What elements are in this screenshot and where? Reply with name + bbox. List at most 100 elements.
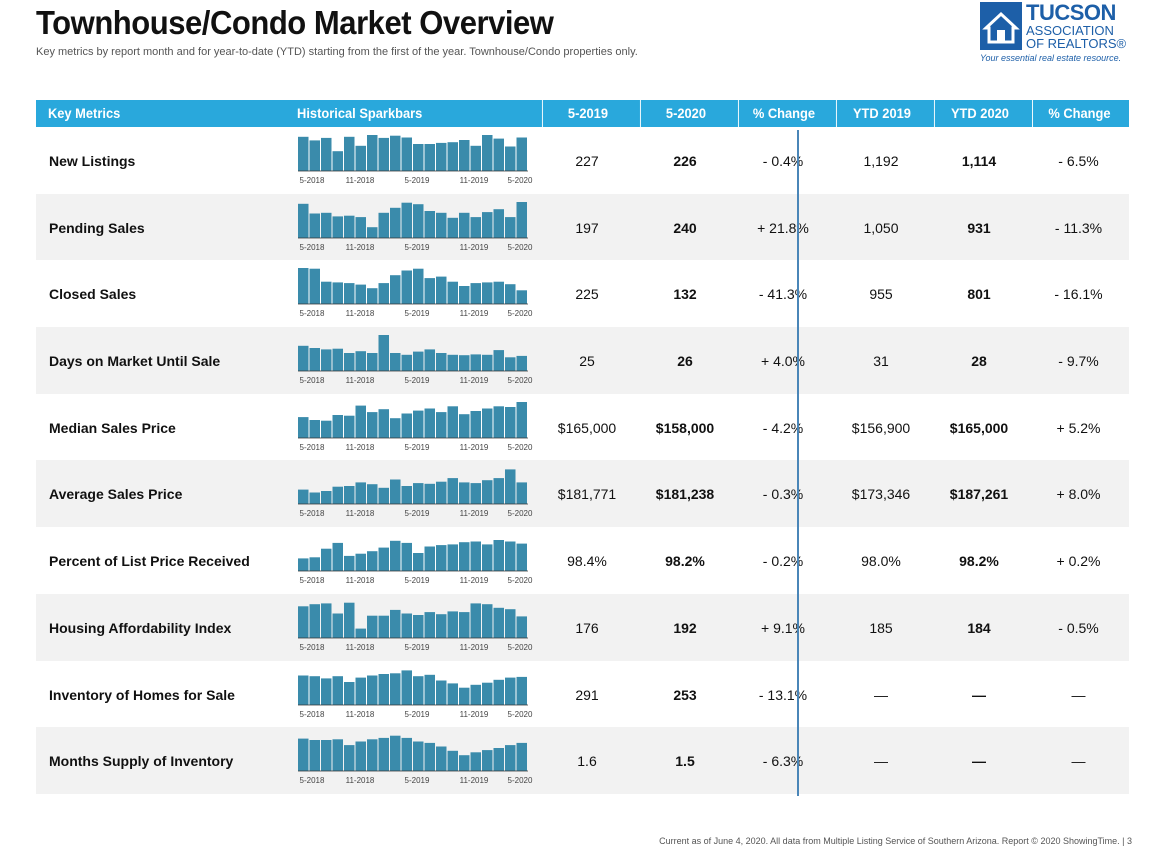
value-ytd-2019: 1,192 bbox=[863, 153, 899, 169]
sparkbar-tick-label: 11-2019 bbox=[460, 643, 489, 652]
sparkbar bbox=[470, 410, 481, 438]
association-logo: TUCSON ASSOCIATION OF REALTORS® Your ess… bbox=[980, 0, 1130, 64]
metric-label: Closed Sales bbox=[49, 286, 137, 303]
sparkbar bbox=[516, 482, 527, 505]
sparkbar bbox=[298, 675, 309, 705]
sparkbar-tick-label: 11-2019 bbox=[460, 576, 489, 585]
sparkbar-tick-label: 11-2018 bbox=[346, 176, 375, 185]
sparkbar bbox=[413, 614, 424, 638]
sparkbar bbox=[459, 542, 470, 572]
sparkbar bbox=[332, 675, 343, 705]
table-row: Months Supply of Inventory 5-2018 11-2018 5… bbox=[36, 727, 1129, 794]
sparkbar bbox=[493, 282, 504, 305]
sparkbar bbox=[447, 682, 458, 705]
value-ytd-2020: $187,261 bbox=[949, 486, 1009, 503]
sparkbar bbox=[332, 216, 343, 238]
sparkbar bbox=[470, 541, 481, 572]
sparkbar bbox=[390, 207, 401, 238]
sparkbar-tick-label: 5-2020 bbox=[508, 176, 533, 185]
metric-label: Median Sales Price bbox=[49, 419, 176, 436]
logo-line-3: OF REALTORS® bbox=[1026, 36, 1127, 51]
value-pct-change: - 6.3% bbox=[762, 753, 804, 770]
sparkbar-tick-label: 5-2020 bbox=[508, 376, 533, 385]
value-pct-change: - 4.2% bbox=[762, 419, 804, 436]
sparkbar bbox=[390, 735, 401, 772]
value-ytd-2020: 184 bbox=[967, 619, 991, 636]
sparkbar bbox=[482, 750, 493, 772]
sparkbar bbox=[516, 401, 527, 438]
sparkbar bbox=[470, 603, 481, 638]
sparkbar bbox=[378, 615, 389, 638]
sparkbar bbox=[505, 284, 516, 305]
sparkbar bbox=[355, 628, 366, 638]
sparkbar bbox=[413, 553, 424, 572]
sparkbar bbox=[505, 469, 516, 505]
table-row: Pending Sales 5-2018 11-2018 5-2019 11-2019 5… bbox=[36, 193, 1129, 261]
sparkbar bbox=[424, 349, 435, 372]
sparkbar-chart: 5-2018 11-2018 5-2019 11-2019 5-2020 bbox=[298, 335, 533, 385]
value-5-2020: $158,000 bbox=[655, 419, 715, 436]
sparkbar bbox=[401, 413, 412, 438]
sparkbar-tick-label: 5-2020 bbox=[508, 309, 533, 318]
page-subtitle: Key metrics by report month and for year… bbox=[36, 46, 638, 58]
sparkbar-chart: 5-2018 11-2018 5-2019 11-2019 5-2020 bbox=[298, 401, 533, 452]
sparkbar bbox=[378, 408, 389, 438]
sparkbar-tick-label: 5-2018 bbox=[300, 176, 325, 185]
sparkbar bbox=[516, 743, 527, 772]
sparkbar bbox=[424, 674, 435, 705]
sparkbar bbox=[436, 411, 447, 438]
sparkbar bbox=[378, 335, 389, 372]
sparkbar bbox=[516, 137, 527, 171]
sparkbar-tick-label: 11-2018 bbox=[346, 710, 375, 719]
sparkbar bbox=[413, 410, 424, 438]
sparkbar-tick-label: 11-2019 bbox=[460, 243, 489, 252]
sparkbar bbox=[424, 408, 435, 438]
sparkbar-tick-label: 5-2019 bbox=[405, 309, 430, 318]
sparkbar bbox=[493, 138, 504, 171]
sparkbar-tick-label: 11-2019 bbox=[460, 710, 489, 719]
sparkbar bbox=[378, 212, 389, 238]
sparkbar-tick-label: 5-2018 bbox=[300, 576, 325, 585]
value-5-2019: 25 bbox=[579, 353, 595, 370]
sparkbar-tick-label: 5-2018 bbox=[300, 710, 325, 719]
sparkbar-chart: 5-2018 11-2018 5-2019 11-2019 5-2020 bbox=[298, 540, 533, 585]
sparkbar bbox=[298, 345, 309, 372]
metric-label: Months Supply of Inventory bbox=[49, 753, 234, 770]
table-row: New Listings 5-2018 11-2018 5-2019 11-2019 5-… bbox=[36, 127, 1129, 194]
sparkbar bbox=[378, 488, 389, 505]
sparkbar bbox=[332, 348, 343, 372]
sparkbar bbox=[447, 750, 458, 772]
sparkbar bbox=[413, 351, 424, 372]
sparkbar bbox=[321, 137, 332, 171]
sparkbar bbox=[459, 286, 470, 305]
sparkbar bbox=[470, 752, 481, 772]
sparkbar-tick-label: 11-2018 bbox=[346, 243, 375, 252]
value-pct-change: - 0.4% bbox=[762, 153, 804, 169]
sparkbar bbox=[390, 540, 401, 572]
col-ytd-pct-change: % Change bbox=[1032, 100, 1126, 127]
sparkbar bbox=[482, 480, 493, 505]
table-row: Closed Sales 5-2018 11-2018 5-2019 11-2019 5-… bbox=[36, 260, 1129, 327]
footer-note: Current as of June 4, 2020. All data fro… bbox=[659, 836, 1132, 846]
sparkbar-chart: 5-2018 11-2018 5-2019 11-2019 5-2020 bbox=[298, 469, 533, 518]
sparkbar bbox=[355, 482, 366, 505]
sparkbar bbox=[436, 746, 447, 772]
col-5-2019: 5-2019 bbox=[541, 100, 633, 127]
sparkbar bbox=[482, 408, 493, 438]
sparkbar bbox=[482, 682, 493, 705]
value-ytd-2019: 98.0% bbox=[861, 553, 901, 570]
sparkbar bbox=[321, 491, 332, 505]
value-ytd-2019: $173,346 bbox=[851, 486, 911, 503]
sparkbar bbox=[447, 142, 458, 171]
sparkbar bbox=[298, 203, 309, 238]
sparkbar bbox=[390, 417, 401, 438]
sparkbar-tick-label: 5-2019 bbox=[405, 509, 430, 518]
sparkbar bbox=[390, 275, 401, 305]
sparkbar-tick-label: 5-2018 bbox=[300, 643, 325, 652]
value-5-2019: $181,771 bbox=[557, 486, 617, 503]
sparkbar bbox=[390, 479, 401, 505]
sparkbar bbox=[355, 284, 366, 305]
value-ytd-pct-change: + 8.0% bbox=[1056, 486, 1101, 503]
sparkbar bbox=[378, 738, 389, 772]
col-ytd-2020: YTD 2020 bbox=[933, 100, 1025, 127]
